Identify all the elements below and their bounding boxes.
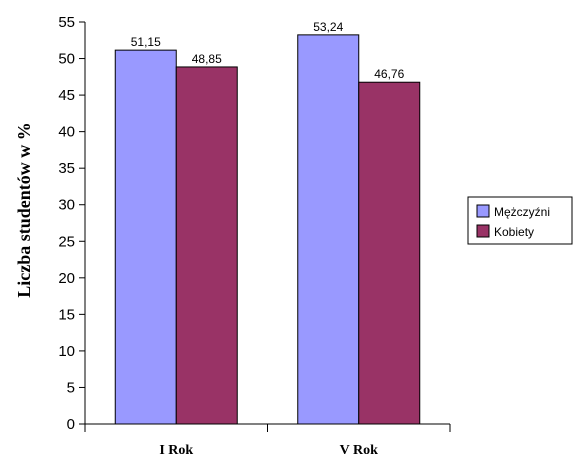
legend-label: Kobiety [494,225,534,239]
y-tick-label: 50 [58,51,75,68]
bar [297,34,360,425]
legend-label: Mężczyźni [494,205,550,219]
bar [114,49,177,425]
data-label: 48,85 [192,52,222,66]
legend-swatch [476,204,490,218]
x-tick-label: I Rok [159,443,193,458]
y-axis-label: Liczba studentów w % [14,122,34,298]
bar [358,81,421,425]
data-label: 46,76 [374,67,404,81]
y-axis: 0 5 10 15 20 25 30 35 40 45 50 55 [58,14,86,433]
y-tick-label: 10 [58,343,75,360]
y-tick-label: 25 [58,233,75,250]
y-tick-label: 40 [58,124,75,141]
y-tick-label: 30 [58,197,75,214]
y-tick-label: 15 [58,306,75,323]
y-tick-label: 45 [58,87,75,104]
bars: 51,15 48,85 53,24 46,76 [114,20,421,425]
y-tick-label: 55 [58,14,75,31]
y-tick-label: 20 [58,270,75,287]
data-label: 51,15 [131,35,161,49]
data-label: 53,24 [313,20,343,34]
legend-swatch [476,224,490,238]
bar [175,66,238,425]
x-tick-label: V Rok [340,443,378,458]
x-axis: I Rok V Rok [84,423,451,458]
legend: Mężczyźni Kobiety [467,196,573,245]
y-tick-label: 5 [67,379,75,396]
y-tick-label: 0 [67,416,75,433]
y-tick-label: 35 [58,160,75,177]
